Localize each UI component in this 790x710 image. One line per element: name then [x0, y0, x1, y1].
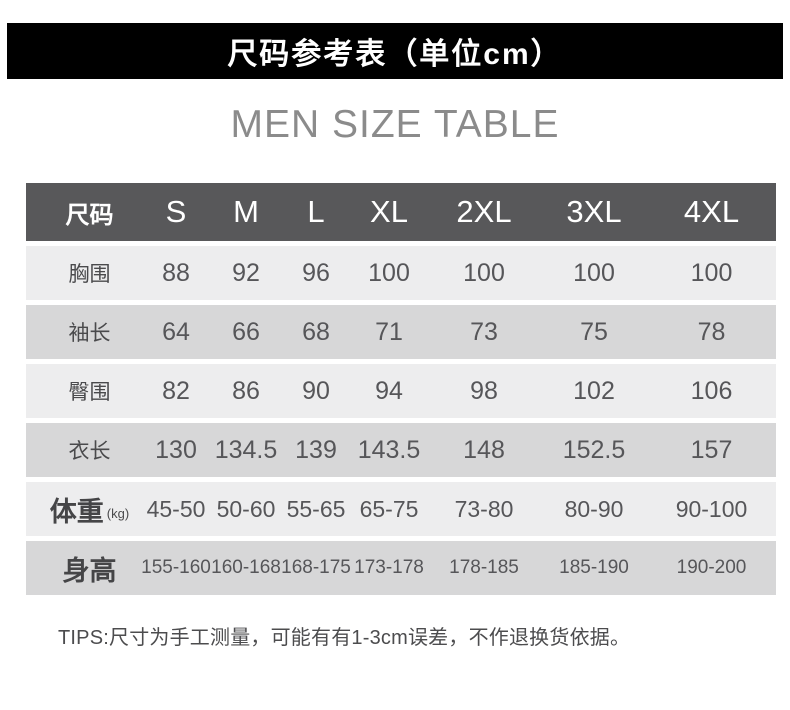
size-value: 88 — [162, 258, 190, 287]
header-cell-l: L — [307, 194, 325, 229]
size-value: 94 — [375, 376, 403, 405]
size-value: 98 — [470, 376, 498, 405]
header-cell-3xl: 3XL — [566, 194, 622, 229]
row-label: 体重 (kg) — [26, 482, 141, 536]
size-value: 160-168 — [211, 557, 281, 578]
size-table-body: 胸围 88 92 96 100 100 100 100 袖长 64 66 68 71 73 75 78 臀围 82… — [26, 246, 776, 595]
header-cell-size: 尺码 — [65, 201, 114, 229]
size-value: 65-75 — [359, 495, 419, 522]
size-value: 73 — [470, 317, 498, 346]
size-value: 106 — [690, 376, 733, 405]
size-value: 45-50 — [146, 495, 206, 522]
table-row: 胸围 88 92 96 100 100 100 100 — [26, 246, 776, 300]
size-value: 90 — [302, 376, 330, 405]
size-value: 100 — [368, 258, 410, 287]
size-value: 78 — [697, 317, 726, 346]
row-label-text: 胸围 — [68, 263, 111, 286]
header-cell-4xl: 4XL — [683, 194, 740, 229]
row-label: 胸围 — [26, 246, 141, 300]
size-value: 185-190 — [559, 557, 629, 578]
row-label: 袖长 — [26, 305, 141, 359]
row-label-text: 袖长 — [68, 322, 111, 345]
size-value: 90-100 — [675, 495, 748, 522]
page-title: MEN SIZE TABLE — [230, 103, 560, 146]
size-value: 100 — [463, 258, 505, 287]
size-value: 155-160 — [141, 557, 211, 578]
size-value: 75 — [580, 317, 608, 346]
size-value: 82 — [162, 376, 190, 405]
size-value: 134.5 — [214, 435, 278, 464]
size-value: 190-200 — [676, 557, 747, 578]
size-value: 73-80 — [454, 495, 514, 522]
size-value: 66 — [232, 317, 260, 346]
header-cell-xl: XL — [370, 194, 408, 229]
size-table: 尺码 S M L XL 2XL 3XL 4XL 胸围 88 92 96 100 100 10… — [26, 183, 776, 600]
table-row: 身高 155-160 160-168 168-175 173-178 178-185 185… — [26, 541, 776, 595]
table-header-row: 尺码 S M L XL 2XL 3XL 4XL — [26, 183, 776, 241]
header-cell-2xl: 2XL — [456, 194, 512, 229]
size-value: 92 — [232, 258, 260, 287]
row-label: 身高 — [26, 541, 141, 595]
size-value: 139 — [295, 435, 337, 464]
size-value: 148 — [463, 435, 505, 464]
row-label-text: 体重 — [49, 496, 104, 527]
size-value: 102 — [573, 376, 615, 405]
size-value: 100 — [690, 258, 733, 287]
size-value: 96 — [302, 258, 330, 287]
header-cell-s: S — [165, 194, 187, 229]
table-row: 袖长 64 66 68 71 73 75 78 — [26, 305, 776, 359]
row-label: 臀围 — [26, 364, 141, 418]
size-value: 64 — [162, 317, 190, 346]
row-label-unit: (kg) — [106, 505, 130, 521]
header-cell-m: M — [233, 194, 259, 229]
size-value: 80-90 — [564, 495, 624, 522]
table-row: 臀围 82 86 90 94 98 102 106 — [26, 364, 776, 418]
size-value: 100 — [573, 258, 615, 287]
size-value: 50-60 — [216, 495, 276, 522]
table-row: 体重 (kg) 45-50 50-60 55-65 65-75 73-80 80-90 90-1… — [26, 482, 776, 536]
size-value: 157 — [690, 435, 733, 464]
row-label-text: 身高 — [62, 555, 117, 586]
size-value: 168-175 — [281, 557, 351, 578]
size-value: 55-65 — [286, 495, 346, 522]
size-value: 152.5 — [562, 435, 626, 464]
size-value: 173-178 — [354, 557, 424, 578]
size-value: 71 — [375, 317, 403, 346]
top-banner-title: 尺码参考表（单位cm） — [227, 38, 563, 71]
size-value: 68 — [302, 317, 330, 346]
table-row: 衣长 130 134.5 139 143.5 148 152.5 157 — [26, 423, 776, 477]
top-banner: 尺码参考表（单位cm） — [7, 23, 783, 79]
size-value: 143.5 — [357, 435, 421, 464]
row-label-text: 臀围 — [68, 381, 111, 404]
size-value: 178-185 — [449, 557, 519, 578]
tips-note: TIPS:尺寸为手工测量，可能有有1-3cm误差，不作退换货依据。 — [58, 627, 631, 649]
row-label: 衣长 — [26, 423, 141, 477]
size-value: 130 — [155, 435, 197, 464]
row-label-text: 衣长 — [68, 440, 111, 463]
size-value: 86 — [232, 376, 260, 405]
